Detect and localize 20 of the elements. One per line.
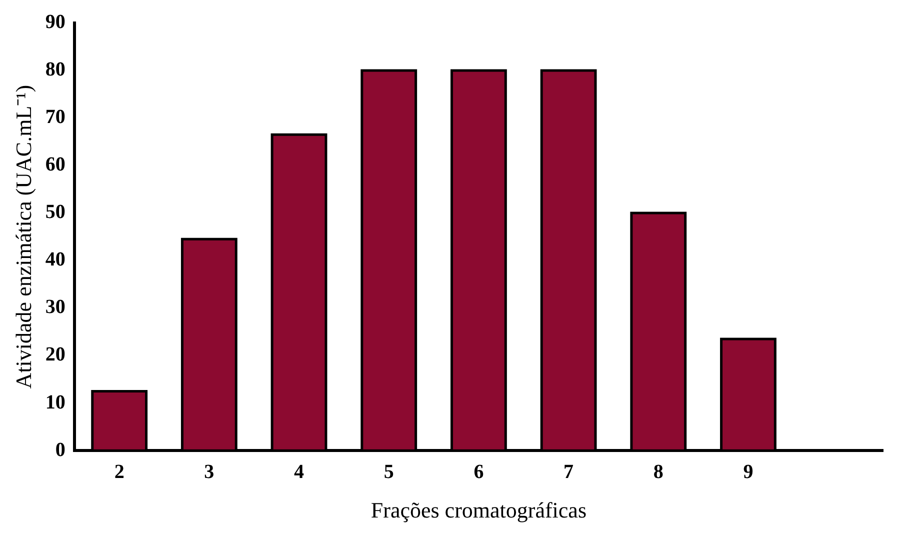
- y-tick-label: 50: [45, 201, 66, 224]
- x-tick-label: 9: [743, 460, 754, 483]
- x-tick-label: 8: [653, 460, 664, 483]
- x-axis-title: Frações cromatográficas: [370, 498, 587, 523]
- y-tick-label: 60: [45, 154, 66, 176]
- y-tick-label: 70: [45, 106, 66, 128]
- x-tick-label: 3: [204, 460, 214, 483]
- x-tick-label: 4: [294, 460, 304, 483]
- x-tick-label: 6: [474, 460, 484, 483]
- x-tick-label: 7: [564, 460, 574, 483]
- y-tick-label: 0: [55, 438, 66, 461]
- y-axis-title: Atividade enzimática (UAC.mL⁻¹): [10, 84, 36, 389]
- y-tick-label: 80: [45, 58, 66, 81]
- y-tick-label: 20: [45, 344, 66, 366]
- y-tick-label: 40: [45, 248, 66, 271]
- x-tick-label: 5: [384, 460, 394, 483]
- y-tick-label: 30: [45, 296, 66, 318]
- y-tick-label: 10: [45, 391, 66, 414]
- y-tick-label: 90: [45, 11, 66, 34]
- x-tick-label: 2: [114, 460, 124, 483]
